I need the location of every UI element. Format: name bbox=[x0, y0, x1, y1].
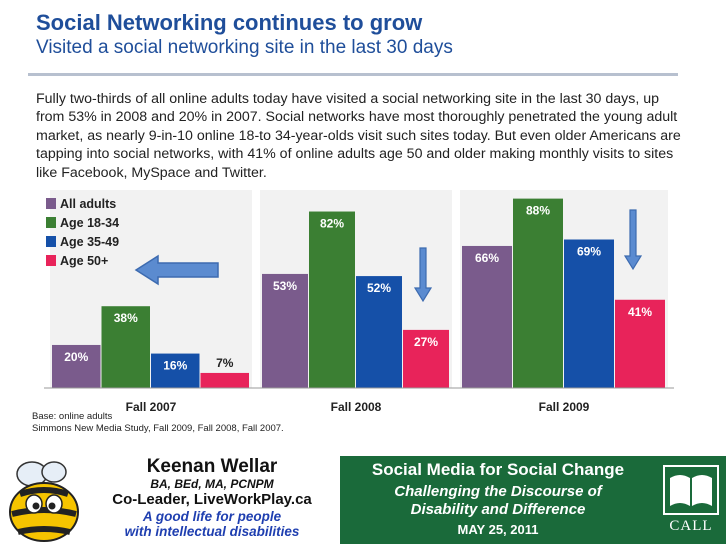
bee-mascot-icon bbox=[9, 461, 79, 542]
legend-label: All adults bbox=[60, 197, 116, 211]
bar bbox=[52, 344, 101, 388]
event-subtitle-line-2: Disability and Difference bbox=[410, 501, 586, 518]
bar-value-label: 20% bbox=[64, 350, 88, 364]
down-arrow-icon bbox=[413, 247, 433, 303]
bar bbox=[564, 239, 614, 388]
slide-subtitle: Visited a social networking site in the … bbox=[36, 37, 453, 58]
bar-value-label: 53% bbox=[273, 279, 297, 293]
bar-value-label: 16% bbox=[163, 359, 187, 373]
event-subtitle: Challenging the Discourse of Disability … bbox=[340, 483, 656, 519]
category-label: Fall 2008 bbox=[331, 400, 382, 414]
chart-annotation-arrows bbox=[134, 209, 643, 303]
bar-value-label: 52% bbox=[367, 281, 391, 295]
logo-text: CALL bbox=[669, 518, 713, 534]
legend-swatch bbox=[46, 198, 56, 209]
presenter-role: Co-Leader, LiveWorkPlay.ca bbox=[112, 491, 312, 508]
presenter-credentials: BA, BEd, MA, PCNPM bbox=[150, 477, 274, 491]
presenter-name: Keenan Wellar bbox=[146, 456, 278, 477]
event-date: MAY 25, 2011 bbox=[457, 522, 539, 537]
book-icon bbox=[663, 465, 719, 515]
title-divider bbox=[28, 73, 678, 76]
bar bbox=[262, 273, 308, 388]
bar-value-label: 7% bbox=[216, 356, 234, 370]
chart-legend: All adults Age 18-34 Age 35-49 Age 50+ bbox=[46, 197, 119, 268]
chart-category-labels: Fall 2007 Fall 2008 Fall 2009 bbox=[126, 400, 590, 414]
left-arrow-icon bbox=[134, 254, 219, 286]
bar-value-label: 69% bbox=[577, 245, 601, 259]
bar bbox=[151, 353, 200, 388]
chart-bar-labels: 20% 38% 16% 7% 53% 82% 52% 27% 66% 88% 69% 41% bbox=[64, 204, 652, 373]
legend-swatch bbox=[46, 255, 56, 266]
bar bbox=[462, 245, 512, 388]
bar-value-label: 82% bbox=[320, 217, 344, 231]
call-logo: CALL bbox=[660, 462, 722, 540]
down-arrow-icon bbox=[623, 209, 643, 271]
bar-value-label: 41% bbox=[628, 305, 652, 319]
presenter-tagline-1: A good life for people bbox=[142, 509, 282, 524]
category-label: Fall 2007 bbox=[126, 400, 177, 414]
bar bbox=[101, 306, 150, 388]
bar bbox=[615, 299, 665, 388]
legend-label: Age 35-49 bbox=[60, 235, 119, 249]
bar-value-label: 66% bbox=[475, 251, 499, 265]
chart-source-note: Base: online adults Simmons New Media St… bbox=[32, 411, 284, 434]
event-subtitle-line-1: Challenging the Discourse of bbox=[394, 483, 602, 500]
base-note: Base: online adults bbox=[32, 411, 113, 422]
bar-value-label: 88% bbox=[526, 204, 550, 218]
bar bbox=[200, 372, 249, 388]
legend-swatch bbox=[46, 236, 56, 247]
bar bbox=[403, 329, 449, 388]
presenter-info: Keenan Wellar BA, BEd, MA, PCNPM Co-Lead… bbox=[92, 456, 332, 539]
bar-chart: 20% 38% 16% 7% 53% 82% 52% 27% 66% 88% 69% 41% Fall… bbox=[44, 190, 674, 414]
bar bbox=[513, 198, 563, 388]
source-note: Simmons New Media Study, Fall 2009, Fall… bbox=[32, 422, 284, 434]
bar bbox=[309, 211, 355, 388]
bar bbox=[356, 276, 402, 388]
event-title: Social Media for Social Change bbox=[371, 460, 625, 479]
slide-title: Social Networking continues to grow bbox=[36, 10, 423, 35]
legend-label: Age 18-34 bbox=[60, 216, 119, 230]
intro-paragraph: Fully two-thirds of all online adults to… bbox=[36, 91, 681, 181]
legend-label: Age 50+ bbox=[60, 254, 108, 268]
event-banner: Social Media for Social Change Challengi… bbox=[340, 456, 726, 544]
chart-bars bbox=[44, 198, 674, 389]
presenter-tagline-2: with intellectual disabilities bbox=[124, 524, 300, 539]
bar-value-label: 38% bbox=[114, 311, 138, 325]
category-label: Fall 2009 bbox=[539, 400, 590, 414]
legend-swatch bbox=[46, 217, 56, 228]
bar-value-label: 27% bbox=[414, 335, 438, 349]
